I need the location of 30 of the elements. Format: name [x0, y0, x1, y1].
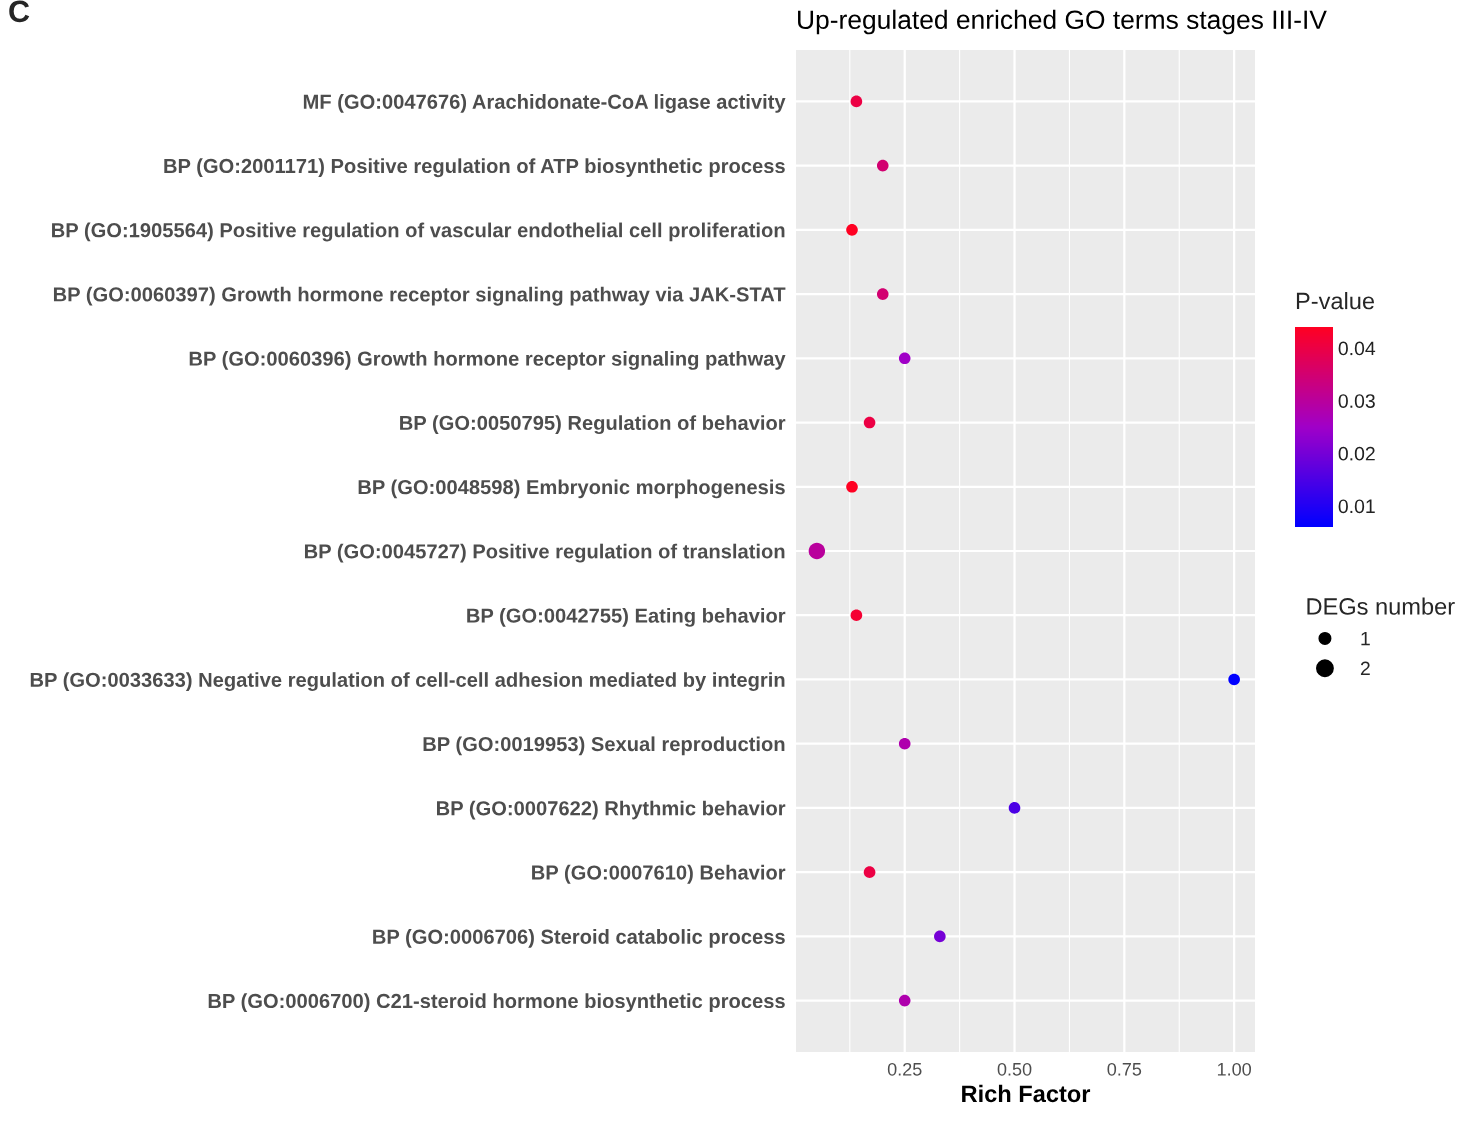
y-tick-label: BP (GO:0006706) Steroid catabolic process: [373, 929, 785, 948]
x-tick-label: 0.75: [1107, 1062, 1142, 1076]
legend-label: 1: [1361, 631, 1370, 646]
y-tick-label: BP (GO:0042755) Eating behavior: [467, 607, 786, 627]
color-bar-label: 0.04: [1338, 341, 1376, 356]
text: C: [9, 0, 30, 23]
y-tick-label: BP (GO:0006700) C21-steroid hormone biosynthetic process: [208, 993, 785, 1013]
y-tick-label: BP (GO:0019953) Sexual reproduction: [423, 736, 785, 756]
y-tick-label: BP (GO:0007622) Rhythmic behavior: [437, 800, 786, 820]
legend-title: DEGs number: [1307, 597, 1455, 615]
y-tick-label: BP (GO:0045727) Positive regulation of translation: [304, 543, 785, 563]
color-bar-label: 0.03: [1338, 394, 1375, 408]
chart-title: Up-regulated enriched GO terms stages III-IV: [798, 9, 1327, 35]
color-bar-label: 0.01: [1338, 499, 1375, 514]
y-tick-label: BP (GO:0060397) Growth hormone receptor signaling pathway via JAK-STAT: [53, 286, 786, 306]
x-tick-label: 0.50: [997, 1062, 1032, 1076]
y-tick-label: BP (GO:1905564) Positive regulation of vascular endothelial cell proliferation: [52, 222, 785, 242]
y-tick-label: BP (GO:0033633) Negative regulation of cell-cell adhesion mediated by integrin: [30, 672, 785, 692]
color-bar-label: 0.02: [1338, 446, 1375, 461]
y-tick-label: MF (GO:0047676) Arachidonate-CoA ligase activity: [303, 94, 786, 113]
y-tick-label: BP (GO:0048598) Embryonic morphogenesis: [358, 479, 785, 499]
y-tick-label: BP (GO:0007610) Behavior: [532, 864, 786, 884]
color-bar-title: P-value: [1296, 292, 1375, 310]
x-axis-title: Rich Factor: [962, 1084, 1091, 1103]
y-tick-label: BP (GO:0060396) Growth hormone receptor signaling pathway: [189, 351, 786, 370]
y-tick-label: BP (GO:0050795) Regulation of behavior: [400, 415, 786, 435]
legend-label: 2: [1360, 661, 1370, 676]
x-tick-label: 0.25: [887, 1062, 922, 1076]
y-tick-label: BP (GO:2001171) Positive regulation of ATP biosynthetic process: [164, 158, 785, 178]
x-tick-label: 1.00: [1217, 1062, 1251, 1076]
